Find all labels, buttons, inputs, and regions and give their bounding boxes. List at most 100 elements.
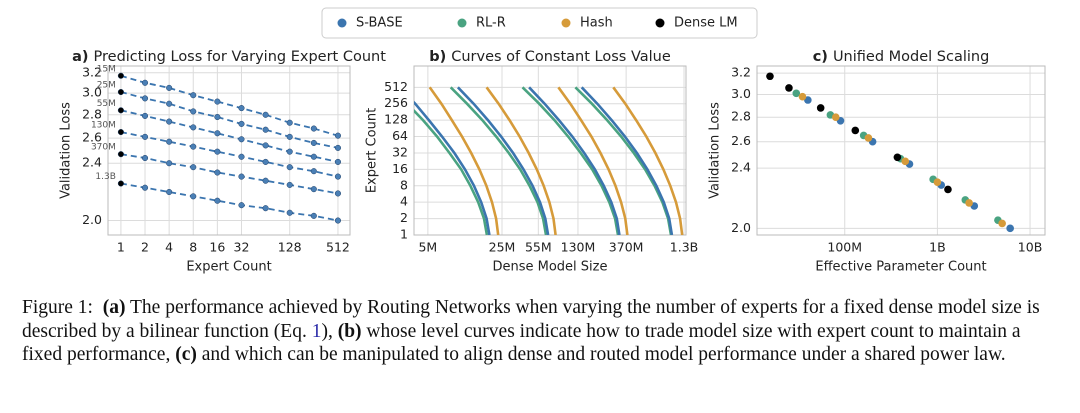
x-tick-label: 1.3B	[670, 240, 698, 255]
point	[965, 199, 973, 207]
curve	[414, 108, 489, 235]
curve	[557, 86, 629, 235]
point	[214, 130, 221, 137]
x-tick-label: 10B	[1018, 240, 1042, 255]
y-tick-label: 32	[392, 144, 408, 159]
plot-area	[757, 66, 1045, 235]
panel-label: b)	[429, 49, 446, 65]
y-tick-label: 3.2	[731, 65, 751, 80]
y-tick-label: 64	[392, 128, 408, 143]
point	[166, 84, 173, 91]
x-tick-label: 1B	[929, 240, 946, 255]
y-tick-label: 4	[400, 194, 408, 209]
point	[310, 212, 317, 219]
point	[310, 153, 317, 160]
point	[190, 143, 197, 150]
curve	[580, 86, 674, 235]
point	[190, 92, 197, 99]
title-text: Curves of Constant Loss Value	[451, 49, 671, 65]
curve	[449, 86, 548, 235]
x-tick-label: 8	[189, 240, 197, 255]
y-axis-label: Validation Loss	[59, 102, 74, 199]
curve	[120, 109, 339, 163]
point	[262, 205, 269, 212]
legend: S-BASE RL-R Hash Dense LM	[337, 16, 738, 31]
point	[286, 181, 293, 188]
y-tick-label: 2.6	[731, 133, 751, 148]
x-tick-label: 2	[141, 240, 149, 255]
curve	[120, 131, 339, 178]
point	[238, 136, 245, 143]
point	[1006, 224, 1014, 233]
plot-marks	[766, 72, 1014, 233]
point	[141, 112, 149, 119]
point	[117, 129, 124, 136]
series-annotation: 15M	[97, 64, 116, 74]
panel-title: c) Unified Model Scaling	[813, 49, 990, 65]
point	[334, 173, 341, 180]
caption-text: and which can be manipulated to align de…	[201, 344, 1006, 365]
caption-marker: (a)	[102, 297, 126, 318]
y-axis-label: Expert Count	[365, 108, 380, 193]
curve	[612, 86, 684, 235]
y-axis-label: Validation Loss	[708, 102, 723, 199]
frame	[107, 65, 351, 236]
curve	[120, 91, 339, 149]
caption-label: Figure 1:	[22, 297, 93, 318]
point	[190, 108, 197, 115]
y-tick-label: 2.8	[731, 109, 751, 124]
panel-label: a)	[72, 49, 88, 65]
point	[214, 113, 221, 121]
point	[792, 89, 801, 98]
point	[166, 160, 173, 167]
point	[166, 188, 173, 196]
caption-marker: (c)	[175, 344, 197, 365]
y-tick-label: 3.0	[731, 86, 751, 101]
point	[262, 111, 269, 118]
legend-marker	[561, 18, 571, 28]
y-tick-label: 2.0	[82, 212, 102, 227]
curve	[456, 86, 550, 235]
point	[262, 158, 269, 165]
y-tick-label: 256	[384, 95, 408, 110]
point	[893, 153, 902, 162]
point	[262, 177, 269, 184]
curve	[485, 86, 557, 235]
frame	[413, 65, 687, 236]
point	[816, 104, 825, 112]
x-tick-label: 25M	[489, 240, 516, 255]
point	[310, 186, 317, 193]
point	[334, 217, 341, 224]
point	[998, 219, 1006, 228]
point	[831, 113, 840, 122]
point	[141, 95, 149, 102]
legend-label: S-BASE	[356, 16, 403, 31]
caption-text: ),	[321, 320, 333, 342]
y-tick-label: 2	[400, 210, 408, 225]
x-tick-label: 512	[326, 240, 350, 255]
curve	[120, 182, 339, 222]
x-tick-label: 16	[209, 240, 225, 255]
point	[141, 133, 149, 140]
figure: S-BASE RL-R Hash Dense LM a) Predicting Loss…	[59, 7, 1046, 275]
x-tick-label: 128	[278, 240, 302, 255]
legend-label: Hash	[580, 16, 613, 31]
point	[117, 88, 124, 96]
x-axis-label: Effective Parameter Count	[815, 260, 986, 275]
point	[901, 157, 910, 166]
y-tick-label: 2.4	[731, 160, 751, 175]
point	[141, 184, 149, 191]
x-tick-label: 32	[234, 240, 250, 255]
point	[238, 105, 245, 112]
point	[334, 132, 341, 139]
legend-box	[321, 7, 758, 39]
series-annotation: 25M	[97, 81, 116, 91]
caption-ref: 1	[311, 320, 322, 342]
caption-text: The performance achieved by Routing Netw…	[22, 297, 1040, 342]
y-tick-label: 8	[400, 177, 408, 192]
point	[190, 164, 197, 171]
point	[166, 100, 173, 107]
point	[334, 190, 341, 197]
series-annotation: 130M	[91, 121, 116, 131]
